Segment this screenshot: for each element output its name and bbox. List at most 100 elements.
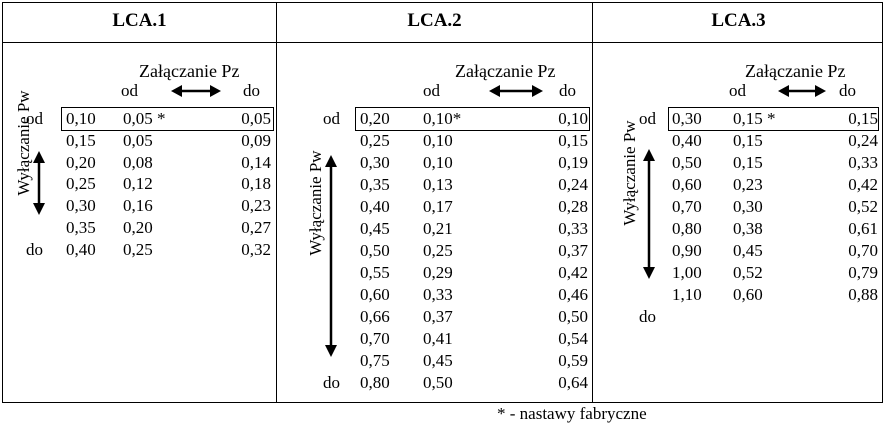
table-cell-pz-od: 0,15 [733,131,763,150]
table-cell-pz-od: 0,25 [423,241,453,260]
header-divider [3,42,882,43]
wyl-label-lca3: Wyłączanie Pw [620,120,639,226]
table-cell-pz-od: 0,38 [733,219,763,238]
table-cell-pz-do: 0,19 [558,153,588,172]
table-cell-pz-od: 0,15 * [733,109,776,128]
table-cell-pz-od: 0,33 [423,285,453,304]
horizontal-arrow-lca1 [171,85,221,97]
table-cell-pz-do: 0,15 [848,109,878,128]
table-cell-pz-do: 0,09 [241,130,271,150]
row-do-label-lca3: do [639,307,656,326]
table-cell-pz-od: 0,15 [733,153,763,172]
row-od-label-lca3: od [639,109,656,128]
col-do-label-lca1: do [243,81,260,100]
table-cell-pz-od: 0,60 [733,285,763,304]
table-cell-pz-od: 0,45 [733,241,763,260]
table-cell-pz-do: 0,61 [848,219,878,238]
table-cell-pw: 0,50 [360,241,390,260]
table-cell-pw: 0,40 [672,131,702,150]
table-cell-pw: 0,40 [66,239,96,259]
col-od-label-lca1: od [121,81,138,100]
table-cell-pw: 0,25 [360,131,390,150]
table-cell-pz-od: 0,50 [423,373,453,392]
factory-row-box-lca2 [355,107,590,131]
table-cell-pw: 0,20 [360,109,390,128]
table-cell-pz-od: 0,10 [423,131,453,150]
table-cell-pz-od: 0,25 [123,239,153,259]
horizontal-arrow-lca2 [489,85,543,97]
table-cell-pz-do: 0,24 [558,175,588,194]
col-od-label-lca2: od [423,81,440,100]
table-cell-pz-od: 0,29 [423,263,453,282]
table-cell-pw: 0,60 [672,175,702,194]
column-divider [276,3,277,402]
table-cell-pz-do: 0,14 [241,152,271,172]
table-cell-pw: 0,70 [360,329,390,348]
table-cell-pz-od: 0,05 * [123,109,166,128]
table-cell-pz-od: 0,10* [423,109,462,128]
vertical-arrow-lca1 [33,151,45,215]
table-cell-pw: 0,15 [66,130,96,150]
settings-table: LCA.1 LCA.2 LCA.3 Załączanie Pz od do 0,10 0… [2,2,883,403]
row-od-label-lca1: od [26,109,43,128]
table-cell-pz-do: 0,33 [848,153,878,172]
table-cell-pz-od: 0,05 [123,130,153,150]
table-cell-pz-od: 0,23 [733,175,763,194]
table-cell-pz-do: 0,32 [241,239,271,259]
panel-title-lca2: LCA.2 [407,10,462,31]
table-cell-pw: 0,70 [672,197,702,216]
table-cell-pz-do: 0,52 [848,197,878,216]
table-cell-pz-do: 0,28 [558,197,588,216]
table-cell-pz-od: 0,41 [423,329,453,348]
row-od-label-lca2: od [323,109,340,128]
table-cell-pz-od: 0,52 [733,263,763,282]
col-do-label-lca3: do [839,81,856,100]
table-cell-pz-od: 0,17 [423,197,453,216]
table-cell-pw: 0,20 [66,152,96,172]
table-cell-pw: 0,66 [360,307,390,326]
table-cell-pw: 0,45 [360,219,390,238]
table-cell-pz-od: 0,20 [123,218,153,237]
col-do-label-lca2: do [559,81,576,100]
table-cell-pz-do: 0,88 [848,285,878,304]
table-cell-pw: 0,90 [672,241,702,260]
table-cell-pz-do: 0,64 [558,373,588,392]
table-cell-pz-od: 0,10 [423,153,453,172]
panel-title-lca3: LCA.3 [711,10,766,31]
table-cell-pw: 0,55 [360,263,390,282]
panel-title-lca1: LCA.1 [112,10,167,31]
table-cell-pw: 0,35 [360,175,390,194]
table-cell-pw: 0,30 [360,153,390,172]
col-od-label-lca3: od [729,81,746,100]
table-cell-pw: 0,30 [66,196,96,216]
table-cell-pz-do: 0,37 [558,241,588,260]
table-cell-pw: 0,10 [66,109,96,128]
table-cell-pw: 1,00 [672,263,702,282]
wyl-label-lca1: Wyłączanie Pw [14,90,33,196]
table-cell-pz-do: 0,27 [241,218,271,237]
table-cell-pz-do: 0,24 [848,131,878,150]
table-cell-pz-do: 0,42 [558,263,588,282]
table-cell-pz-do: 0,70 [848,241,878,260]
table-cell-pz-od: 0,21 [423,219,453,238]
factory-row-box-lca1 [61,107,274,131]
factory-row-box-lca3 [668,107,879,131]
vertical-arrow-lca3 [643,149,655,279]
table-cell-pz-do: 0,23 [241,196,271,216]
table-cell-pw: 1,10 [672,285,702,304]
table-cell-pz-do: 0,10 [558,109,588,128]
table-cell-pw: 0,60 [360,285,390,304]
table-cell-pw: 0,50 [672,153,702,172]
horizontal-arrow-lca3 [778,85,826,97]
table-cell-pw: 0,80 [672,219,702,238]
table-cell-pw: 0,75 [360,351,390,370]
table-cell-pz-do: 0,18 [241,174,271,194]
table-cell-pw: 0,35 [66,218,96,237]
table-cell-pz-od: 0,13 [423,175,453,194]
table-cell-pz-od: 0,37 [423,307,453,326]
table-cell-pz-do: 0,15 [558,131,588,150]
zal-label-lca3: Załączanie Pz [745,61,846,81]
table-cell-pz-od: 0,16 [123,196,153,216]
table-cell-pz-do: 0,54 [558,329,588,348]
table-cell-pz-do: 0,59 [558,351,588,370]
